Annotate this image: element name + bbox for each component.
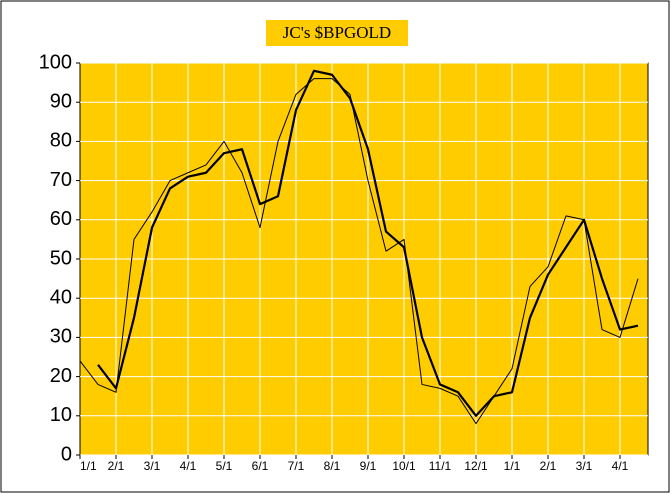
x-tick-label: 2/1 <box>540 459 557 473</box>
x-tick-label: 1/1 <box>504 459 521 473</box>
x-tick-label: 7/1 <box>288 459 305 473</box>
y-tick-label: 70 <box>50 169 72 191</box>
y-tick-label: 40 <box>50 286 72 308</box>
x-tick-label: 6/1 <box>252 459 269 473</box>
x-tick-label: 10/1 <box>392 459 416 473</box>
y-tick-label: 100 <box>39 51 72 73</box>
x-tick-label: 8/1 <box>324 459 341 473</box>
y-tick-label: 10 <box>50 404 72 426</box>
y-tick-label: 50 <box>50 247 72 269</box>
x-tick-label: 5/1 <box>216 459 233 473</box>
y-tick-label: 30 <box>50 326 72 348</box>
y-tick-label: 80 <box>50 130 72 152</box>
title-box <box>266 20 408 46</box>
y-tick-label: 0 <box>61 443 72 465</box>
series-line <box>79 78 639 425</box>
x-tick-label: 11/1 <box>429 459 452 473</box>
y-tick-label: 20 <box>50 365 72 387</box>
x-tick-label: 1/1 <box>80 459 97 473</box>
x-tick-label: 9/1 <box>360 459 377 473</box>
x-tick-label: 3/1 <box>144 459 161 473</box>
chart-title: JC's $BPGOLD <box>283 23 391 42</box>
y-tick-label: 90 <box>50 90 72 112</box>
x-tick-label: 3/1 <box>576 459 593 473</box>
y-tick-label: 60 <box>50 208 72 230</box>
x-tick-label: 12/1 <box>464 459 488 473</box>
x-tick-label: 4/1 <box>180 459 197 473</box>
x-tick-label: 2/1 <box>108 459 125 473</box>
x-tick-label: 4/1 <box>612 459 629 473</box>
series-line <box>97 69 639 417</box>
